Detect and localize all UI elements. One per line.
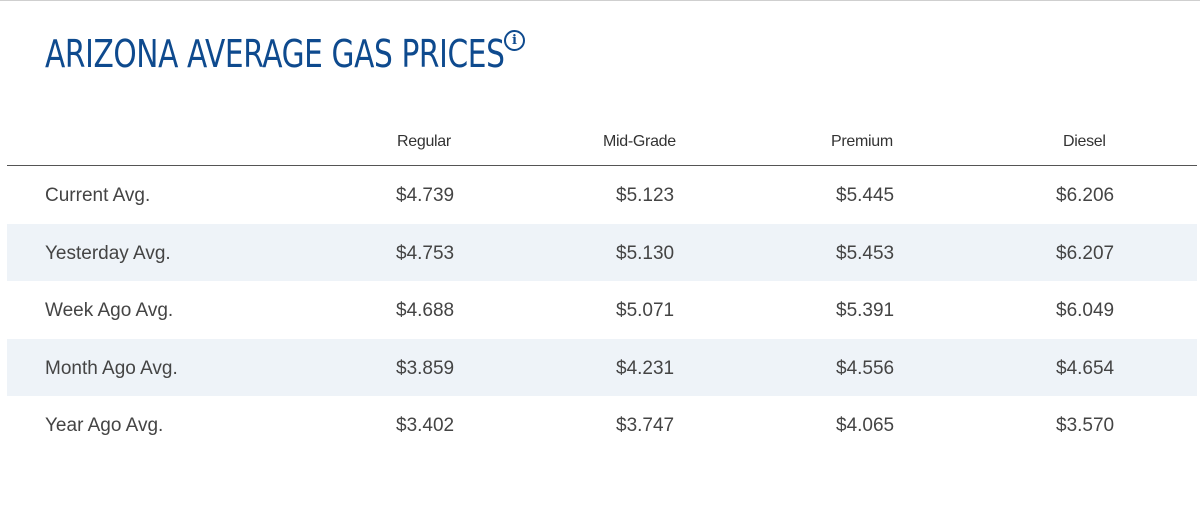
table-row: Current Avg. $4.739 $5.123 $5.445 $6.206	[7, 166, 1197, 224]
price-cell: $4.231	[616, 357, 675, 379]
price-cell: $6.206	[1056, 185, 1115, 206]
price-cell: $5.445	[836, 185, 895, 206]
price-cell: $5.071	[616, 300, 675, 321]
table-row: Yesterday Avg. $4.753 $5.130 $5.453 $6.2…	[7, 223, 1197, 281]
row-label: Current Avg.	[45, 185, 151, 206]
price-cell: $4.688	[396, 300, 455, 321]
column-header-regular: Regular	[397, 133, 451, 150]
price-cell: $5.391	[836, 300, 895, 321]
row-label: Month Ago Avg.	[45, 357, 178, 379]
price-cell: $3.570	[1056, 415, 1115, 436]
column-header-diesel: Diesel	[1063, 133, 1106, 150]
gas-prices-table: Regular Mid-Grade Premium Diesel Current…	[7, 120, 1197, 454]
title-row: ARIZONA AVERAGE GAS PRICES i	[45, 30, 630, 78]
row-label: Year Ago Avg.	[45, 415, 164, 436]
price-cell: $4.556	[836, 357, 895, 379]
info-icon[interactable]: i	[504, 30, 525, 51]
column-header-mid-grade: Mid-Grade	[603, 133, 676, 150]
table-row: Year Ago Avg. $3.402 $3.747 $4.065 $3.57…	[7, 396, 1197, 454]
price-cell: $5.453	[836, 242, 895, 264]
price-cell: $3.859	[396, 357, 455, 379]
price-cell: $4.654	[1056, 357, 1115, 379]
price-cell: $5.123	[616, 185, 675, 206]
row-label: Yesterday Avg.	[45, 242, 171, 264]
price-cell: $5.130	[616, 242, 675, 264]
page-title: ARIZONA AVERAGE GAS PRICES	[45, 32, 505, 76]
price-cell: $3.402	[396, 415, 455, 436]
table-row: Week Ago Avg. $4.688 $5.071 $5.391 $6.04…	[7, 281, 1197, 339]
price-cell: $3.747	[616, 415, 675, 436]
top-divider	[0, 0, 1200, 1]
price-cell: $4.065	[836, 415, 895, 436]
price-cell: $6.207	[1056, 242, 1115, 264]
price-cell: $6.049	[1056, 300, 1115, 321]
table-header-row: Regular Mid-Grade Premium Diesel	[7, 120, 1197, 166]
row-label: Week Ago Avg.	[45, 300, 174, 321]
table-row: Month Ago Avg. $3.859 $4.231 $4.556 $4.6…	[7, 338, 1197, 396]
price-cell: $4.739	[396, 185, 455, 206]
price-cell: $4.753	[396, 242, 455, 264]
column-header-premium: Premium	[831, 133, 893, 150]
